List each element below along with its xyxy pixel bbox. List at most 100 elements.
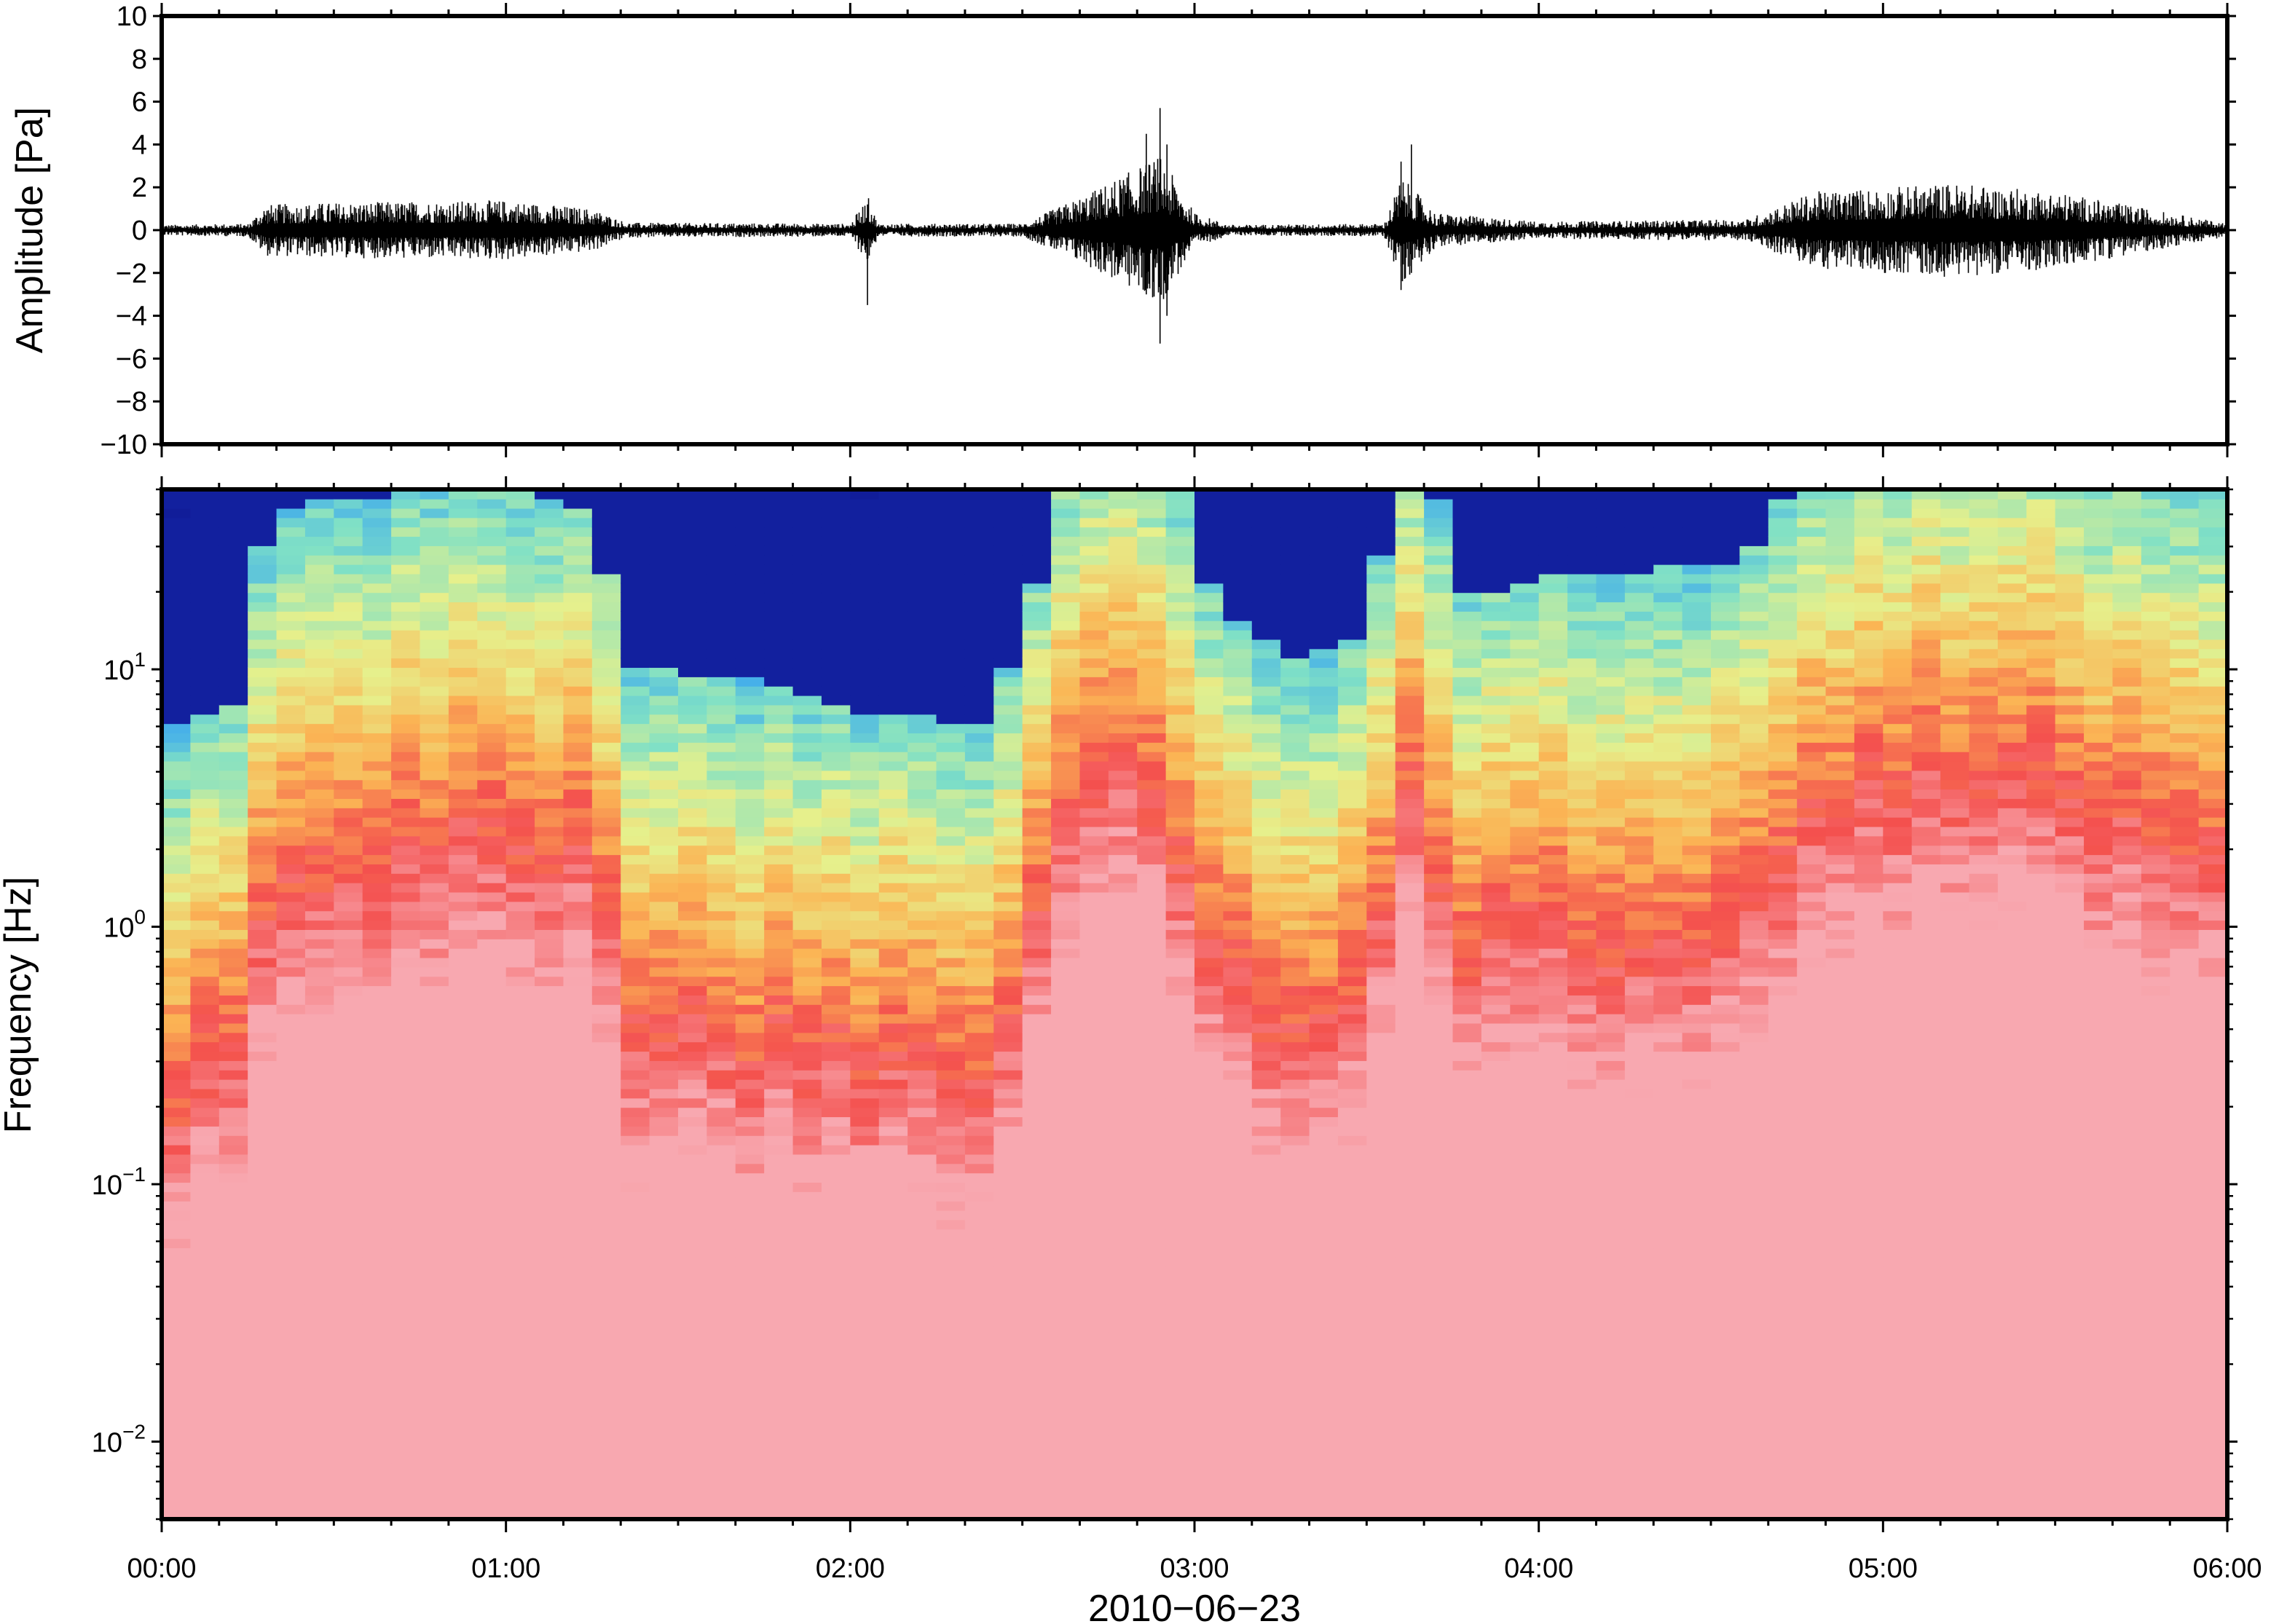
- spectrogram-cell: [993, 742, 1023, 752]
- spectrogram-cell: [908, 1172, 937, 1183]
- spectrogram-cell: [535, 1032, 564, 1043]
- spectrogram-cell: [1366, 1388, 1396, 1398]
- spectrogram-cell: [649, 1444, 679, 1454]
- spectrogram-cell: [276, 1406, 306, 1417]
- spectrogram-cell: [792, 939, 822, 949]
- spectrogram-cell: [735, 714, 765, 725]
- spectrogram-cell: [821, 564, 851, 575]
- spectrogram-cell: [792, 527, 822, 537]
- spectrogram-cell: [276, 564, 306, 575]
- spectrogram-cell: [535, 602, 564, 612]
- spectrogram-cell: [162, 1435, 192, 1445]
- spectrogram-cell: [276, 995, 306, 1005]
- spectrogram-cell: [908, 1210, 937, 1221]
- spectrogram-cell: [420, 527, 449, 537]
- spectrogram-cell: [1395, 770, 1425, 781]
- spectrogram-cell: [1280, 1238, 1310, 1249]
- spectrogram-cell: [1108, 592, 1138, 603]
- spectrogram-cell: [764, 1088, 794, 1099]
- spectrogram-cell: [248, 835, 278, 846]
- spectrogram-cell: [1395, 760, 1425, 771]
- spectrogram-cell: [1223, 1369, 1253, 1379]
- spectrogram-cell: [878, 1172, 908, 1183]
- spectrogram-cell: [1337, 826, 1368, 837]
- spectrogram-cell: [1194, 1126, 1224, 1136]
- spectrogram-cell: [448, 677, 479, 687]
- spectrogram-cell: [821, 789, 851, 799]
- spectrogram-cell: [1194, 1397, 1224, 1408]
- spectrogram-cell: [1309, 1472, 1339, 1483]
- spectrogram-cell: [993, 498, 1023, 509]
- spectrogram-cell: [850, 1481, 880, 1492]
- spectrogram-cell: [248, 845, 278, 856]
- spectrogram-cell: [362, 1182, 392, 1192]
- spectrogram-cell: [1165, 1229, 1195, 1239]
- spectrogram-cell: [334, 1107, 363, 1118]
- spectrogram-cell: [1108, 789, 1138, 799]
- spectrogram-cell: [850, 602, 880, 612]
- spectrogram-cell: [219, 995, 248, 1005]
- spectrogram-cell: [1223, 517, 1253, 528]
- spectrogram-cell: [276, 1360, 306, 1371]
- spectrogram-cell: [1395, 723, 1425, 734]
- spectrogram-cell: [535, 798, 564, 808]
- spectrogram-cell: [1337, 592, 1368, 603]
- spectrogram-cell: [649, 957, 679, 968]
- spectrogram-cell: [190, 714, 220, 725]
- spectrogram-cell: [477, 1331, 507, 1342]
- spectrogram-cell: [621, 639, 650, 650]
- spectrogram-cell: [649, 1238, 679, 1249]
- spectrogram-cell: [707, 1323, 736, 1333]
- spectrogram-cell: [850, 1360, 880, 1371]
- spectrogram-cell: [735, 854, 765, 864]
- spectrogram-cell: [908, 882, 937, 893]
- spectrogram-cell: [1280, 1331, 1310, 1342]
- spectrogram-cell: [707, 620, 736, 631]
- spectrogram-cell: [276, 639, 306, 650]
- spectrogram-cell: [964, 1481, 995, 1492]
- spectrogram-cell: [936, 854, 966, 864]
- spectrogram-cell: [936, 1350, 966, 1361]
- spectrogram-cell: [964, 995, 995, 1005]
- spectrogram-cell: [1137, 1369, 1167, 1379]
- spectrogram-cell: [1337, 639, 1368, 650]
- spectrogram-cell: [162, 854, 192, 864]
- spectrogram-cell: [1223, 1379, 1253, 1389]
- spectrogram-cell: [1137, 929, 1167, 939]
- spectrogram-cell: [993, 564, 1023, 575]
- spectrogram-cell: [391, 733, 421, 743]
- spectrogram-cell: [219, 611, 248, 621]
- spectrogram-cell: [764, 1107, 794, 1118]
- spectrogram-cell: [1051, 489, 1081, 500]
- spectrogram-cell: [1194, 1107, 1224, 1118]
- spectrogram-cell: [821, 545, 851, 556]
- spectrogram-cell: [1022, 891, 1052, 902]
- spectrogram-cell: [1137, 1500, 1167, 1510]
- spectrogram-cell: [1337, 1341, 1368, 1352]
- spectrogram-cell: [649, 1304, 679, 1314]
- spectrogram-cell: [792, 1229, 822, 1239]
- spectrogram-cell: [964, 1444, 995, 1454]
- spectrogram-cell: [993, 808, 1023, 818]
- spectrogram-cell: [1137, 816, 1167, 827]
- spectrogram-cell: [1366, 742, 1396, 752]
- spectrogram-cell: [162, 1285, 192, 1296]
- spectrogram-cell: [248, 1360, 278, 1371]
- spectrogram-cell: [764, 1200, 794, 1211]
- spectrogram-cell: [248, 1406, 278, 1417]
- spectrogram-cell: [276, 826, 306, 837]
- spectrogram-cell: [735, 1266, 765, 1277]
- spectrogram-cell: [908, 1126, 937, 1136]
- spectrogram-cell: [391, 854, 421, 864]
- spectrogram-cell: [1251, 517, 1281, 528]
- spectrogram-cell: [964, 1051, 995, 1061]
- spectrogram-cell: [1223, 1126, 1253, 1136]
- spectrogram-cell: [850, 1285, 880, 1296]
- spectrogram-cell: [1051, 1416, 1081, 1427]
- spectrogram-cell: [1366, 798, 1396, 808]
- spectrogram-cell: [1251, 826, 1281, 837]
- spectrogram-cell: [1395, 1369, 1425, 1379]
- spectrogram-cell: [1137, 1051, 1167, 1061]
- spectrogram-cell: [878, 1051, 908, 1061]
- spectrogram-cell: [1337, 733, 1368, 743]
